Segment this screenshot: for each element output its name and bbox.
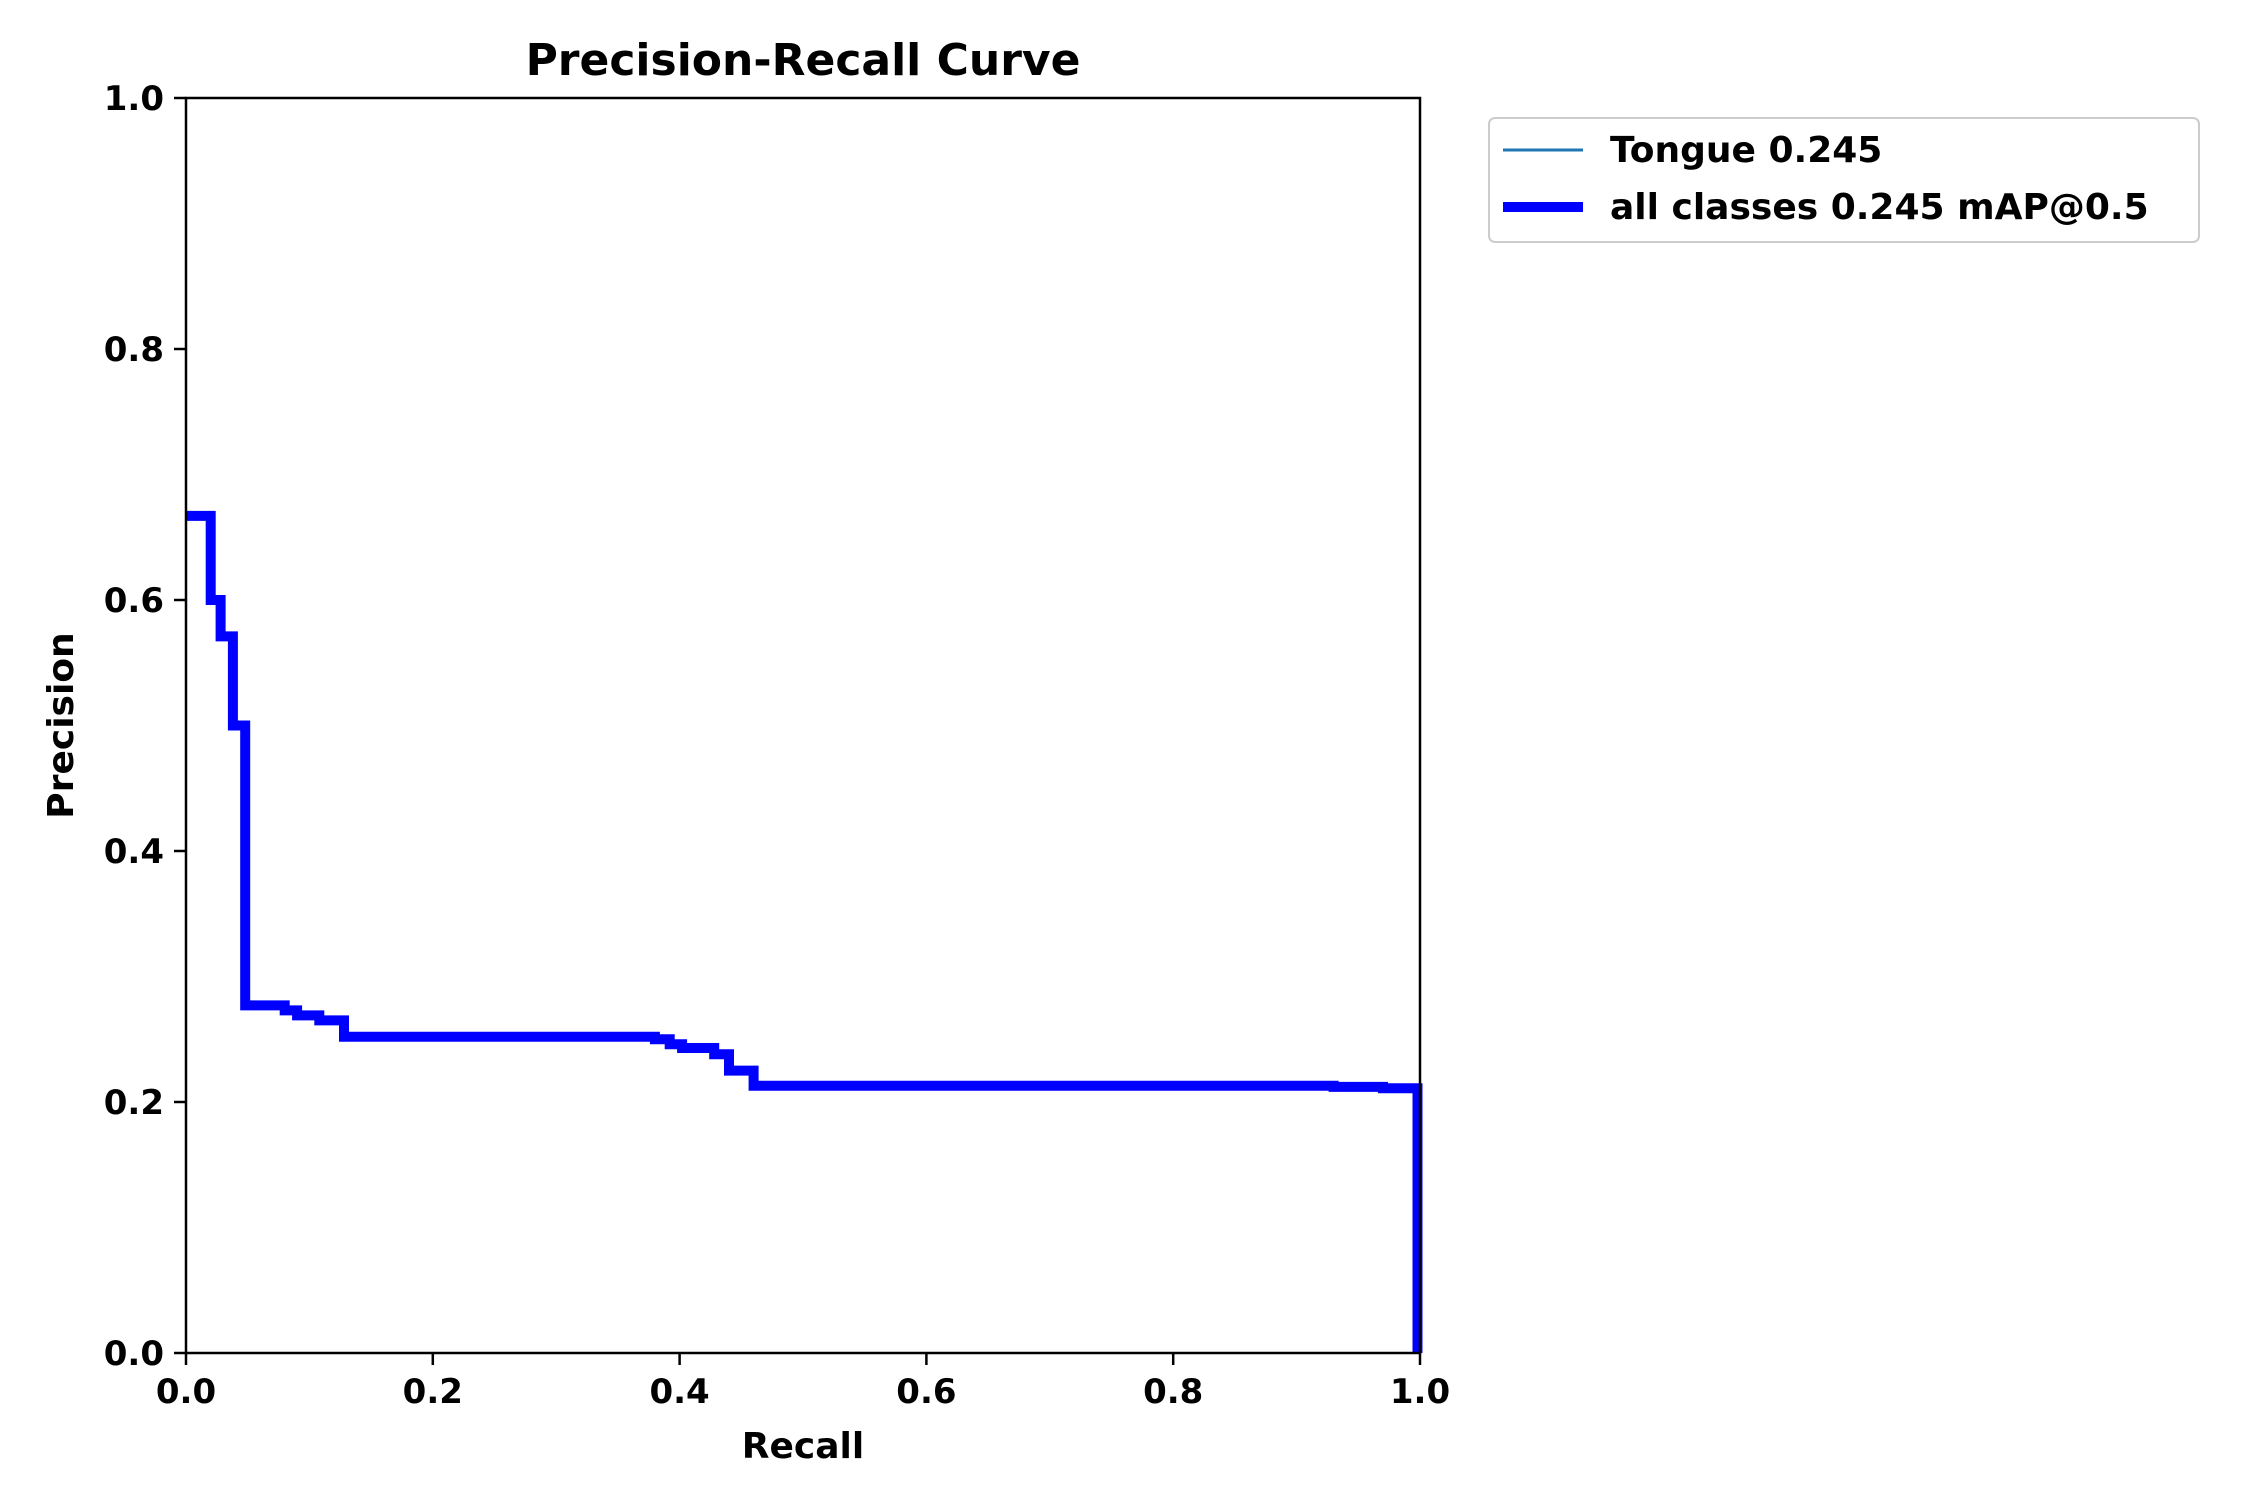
x-tick-label: 0.2 bbox=[403, 1372, 463, 1412]
y-tick-label: 0.2 bbox=[104, 1083, 164, 1123]
x-tick-label: 0.0 bbox=[156, 1372, 216, 1412]
x-axis-label: Recall bbox=[742, 1426, 864, 1467]
legend: Tongue 0.245 all classes 0.245 mAP@0.5 bbox=[1488, 117, 2200, 243]
x-tick-label: 0.4 bbox=[649, 1372, 709, 1412]
x-tick-label: 0.6 bbox=[896, 1372, 956, 1412]
y-axis-label: Precision bbox=[41, 632, 82, 818]
y-axis-ticks: 0.0 0.2 0.4 0.6 0.8 1.0 bbox=[104, 79, 186, 1374]
x-axis-ticks: 0.0 0.2 0.4 0.6 0.8 1.0 bbox=[156, 1353, 1450, 1412]
y-tick-label: 1.0 bbox=[104, 79, 164, 119]
y-tick-label: 0.0 bbox=[104, 1334, 164, 1374]
chart-title: Precision-Recall Curve bbox=[526, 35, 1081, 86]
x-tick-label: 1.0 bbox=[1390, 1372, 1450, 1412]
legend-box bbox=[1488, 117, 2200, 243]
y-tick-label: 0.6 bbox=[104, 581, 164, 621]
legend-label-all-classes: all classes 0.245 mAP@0.5 bbox=[1610, 187, 2149, 228]
legend-label-tongue: Tongue 0.245 bbox=[1610, 130, 1882, 171]
series-line-1 bbox=[186, 510, 1423, 1353]
y-tick-label: 0.8 bbox=[104, 330, 164, 370]
y-tick-label: 0.4 bbox=[104, 832, 164, 872]
series-layer bbox=[186, 510, 1423, 1353]
plot-frame bbox=[184, 96, 1422, 1355]
x-tick-label: 0.8 bbox=[1143, 1372, 1203, 1412]
